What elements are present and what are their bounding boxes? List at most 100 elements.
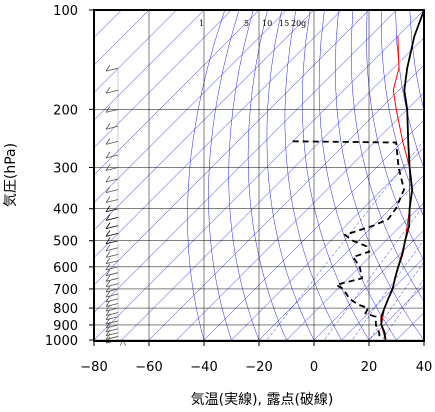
y-tick-label: 100 xyxy=(53,4,78,19)
y-tick-label: 900 xyxy=(53,319,78,334)
wind-barb xyxy=(105,196,119,203)
dry-adiabat-line xyxy=(335,10,424,341)
y-tick-label: 600 xyxy=(53,261,78,276)
wind-barb xyxy=(105,263,119,271)
mixing-ratio-label: 1 xyxy=(199,19,204,28)
mixing-ratio-label: 10 xyxy=(262,19,272,28)
sounding-profiles xyxy=(292,10,424,341)
mixing-ratio-line xyxy=(351,239,424,341)
mixing-ratio-label: 20g xyxy=(291,19,306,28)
wind-barb xyxy=(105,138,119,145)
dry-adiabat-line xyxy=(247,10,288,341)
y-tick-label: 200 xyxy=(53,103,78,118)
x-tick-label: 0 xyxy=(310,360,318,375)
wind-barb xyxy=(105,290,119,298)
mixing-ratio-labels: 1 5 10 15 20g xyxy=(199,19,306,28)
isotherm-line xyxy=(340,257,424,341)
x-tick-label: 40 xyxy=(416,360,433,375)
wind-barb xyxy=(105,244,119,252)
isotherm-line xyxy=(94,10,397,313)
x-tick-label: −20 xyxy=(245,360,272,375)
y-tick-label: 400 xyxy=(53,203,78,218)
wind-barb xyxy=(105,329,119,337)
isotherm-line xyxy=(312,229,424,341)
wind-barb xyxy=(105,309,119,316)
x-tick-label: 20 xyxy=(361,360,378,375)
y-tick-label: 1000 xyxy=(45,334,78,349)
wind-barb xyxy=(105,186,119,193)
x-tick-label: −80 xyxy=(80,360,107,375)
wind-barb xyxy=(105,300,119,307)
isotherm-line xyxy=(367,284,424,341)
isotherm-line xyxy=(94,10,315,231)
wind-barb xyxy=(105,280,119,288)
wind-barb xyxy=(105,222,119,229)
y-axis-label: 気圧(hPa) xyxy=(3,143,19,207)
y-tick-label: 300 xyxy=(53,161,78,176)
isotherm-line xyxy=(285,202,424,341)
dry-adiabat-line xyxy=(266,10,315,341)
mixing-ratio-label: 5 xyxy=(244,19,249,28)
dry-adiabat-line xyxy=(228,10,260,341)
y-tick-label: 500 xyxy=(53,235,78,250)
isotherm-line xyxy=(94,10,342,258)
isotherm-line xyxy=(94,10,424,341)
wind-barb xyxy=(105,333,119,340)
wind-barb xyxy=(105,106,119,113)
isotherm-line xyxy=(422,339,424,341)
x-tick-label: −40 xyxy=(190,360,217,375)
isotherm-line xyxy=(94,10,232,148)
isotherm-line xyxy=(257,174,424,341)
isotherm-line xyxy=(94,10,287,203)
wind-barbs xyxy=(105,64,127,346)
isotherm-line xyxy=(202,119,424,341)
wind-barb xyxy=(105,175,119,183)
isotherm-line xyxy=(94,10,260,176)
wind-barb xyxy=(105,123,119,130)
wind-barb xyxy=(105,275,119,282)
wind-barb xyxy=(105,317,119,325)
dry-adiabat-line xyxy=(208,10,240,341)
mixing-ratio-line xyxy=(323,205,424,341)
dry-adiabat-line xyxy=(409,10,424,112)
isotherm-line xyxy=(120,37,424,341)
wind-barb xyxy=(105,257,119,265)
isotherm-line xyxy=(147,64,424,341)
isotherm-line xyxy=(94,10,177,93)
dry-adiabat-line xyxy=(366,10,424,261)
dry-adiabat-line xyxy=(381,10,424,218)
dry-adiabat-line xyxy=(395,10,424,169)
wind-barb xyxy=(105,325,119,333)
dry-adiabat-line xyxy=(318,10,398,341)
x-axis-label: 気温(実線), 露点(破線) xyxy=(191,392,334,408)
wind-barb xyxy=(105,205,119,213)
dry-adiabat-line xyxy=(302,10,370,341)
wind-barb xyxy=(105,285,119,293)
wind-barb xyxy=(105,313,119,321)
wind-barb xyxy=(105,214,119,221)
dewpoint-line xyxy=(292,140,405,341)
mixing-ratio-label: 15 xyxy=(279,19,289,28)
mixing-ratio-line xyxy=(265,140,424,341)
isotherm-line xyxy=(175,92,424,341)
wind-barb xyxy=(105,164,119,171)
wind-barb xyxy=(105,321,119,329)
x-tick-label: −60 xyxy=(135,360,162,375)
isopleth-lines xyxy=(94,10,424,341)
y-tick-label: 700 xyxy=(53,283,78,298)
wind-barb xyxy=(105,295,119,303)
wind-barb xyxy=(105,151,119,159)
isotherm-line xyxy=(94,10,205,121)
wind-barb xyxy=(105,251,119,258)
wind-barb xyxy=(105,86,119,94)
isotherm-line xyxy=(230,147,424,341)
mixing-ratio-line xyxy=(381,278,424,341)
x-axis-ticks: −80 −60 −40 −20 0 20 40 xyxy=(80,341,432,375)
wind-barb xyxy=(105,230,119,237)
dry-adiabat-line xyxy=(423,10,424,12)
dry-adiabat-line xyxy=(187,10,226,341)
wind-barb xyxy=(105,64,119,72)
wind-barb xyxy=(105,269,119,277)
